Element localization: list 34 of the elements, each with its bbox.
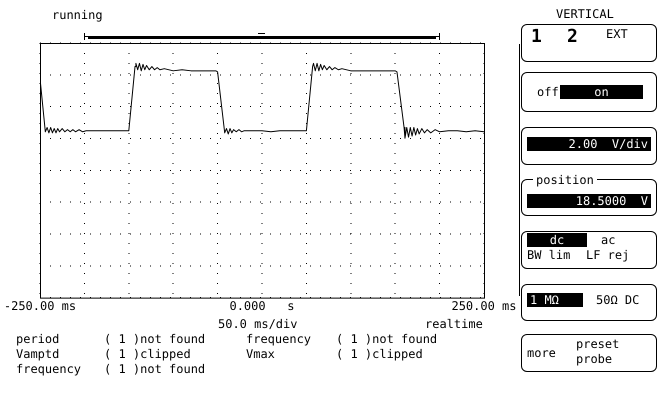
text: probe bbox=[576, 352, 612, 366]
text: 1 bbox=[531, 26, 542, 47]
text: ( 1 )not found bbox=[336, 332, 438, 346]
text: 2.00 V/div bbox=[527, 137, 651, 151]
text: 50Ω DC bbox=[596, 293, 640, 307]
text: ac bbox=[601, 233, 616, 247]
text: frequency bbox=[246, 332, 312, 346]
text: Vamptd bbox=[16, 347, 60, 361]
text: more bbox=[527, 346, 556, 360]
text: ( 1 )clipped bbox=[336, 347, 423, 361]
x-tick-label: 0.000 s bbox=[229, 298, 295, 313]
text: 2 bbox=[567, 26, 578, 47]
text: ( 1 )clipped bbox=[104, 347, 191, 361]
x-tick-label: 250.00 ms bbox=[451, 298, 517, 313]
text: 18.5000 V bbox=[527, 194, 651, 208]
text: preset bbox=[576, 337, 620, 351]
text: off bbox=[537, 85, 559, 99]
text: 1 MΩ bbox=[527, 293, 583, 307]
text: realtime bbox=[425, 317, 483, 331]
text: BW lim bbox=[527, 248, 570, 262]
x-tick-label: -250.00 ms bbox=[4, 298, 76, 313]
text: EXT bbox=[606, 27, 628, 41]
text: ( 1 )not found bbox=[104, 362, 206, 376]
chart-title: running bbox=[52, 8, 103, 22]
text: Vmax bbox=[246, 347, 275, 361]
text: LF rej bbox=[586, 248, 630, 262]
text: VERTICAL bbox=[556, 7, 614, 21]
text: period bbox=[16, 332, 60, 346]
text: frequency bbox=[16, 362, 82, 376]
text: dc bbox=[527, 233, 587, 247]
text: 50.0 ms/div bbox=[218, 317, 298, 331]
text: position bbox=[533, 173, 597, 187]
text: ( 1 )not found bbox=[104, 332, 206, 346]
text: on bbox=[560, 85, 643, 99]
